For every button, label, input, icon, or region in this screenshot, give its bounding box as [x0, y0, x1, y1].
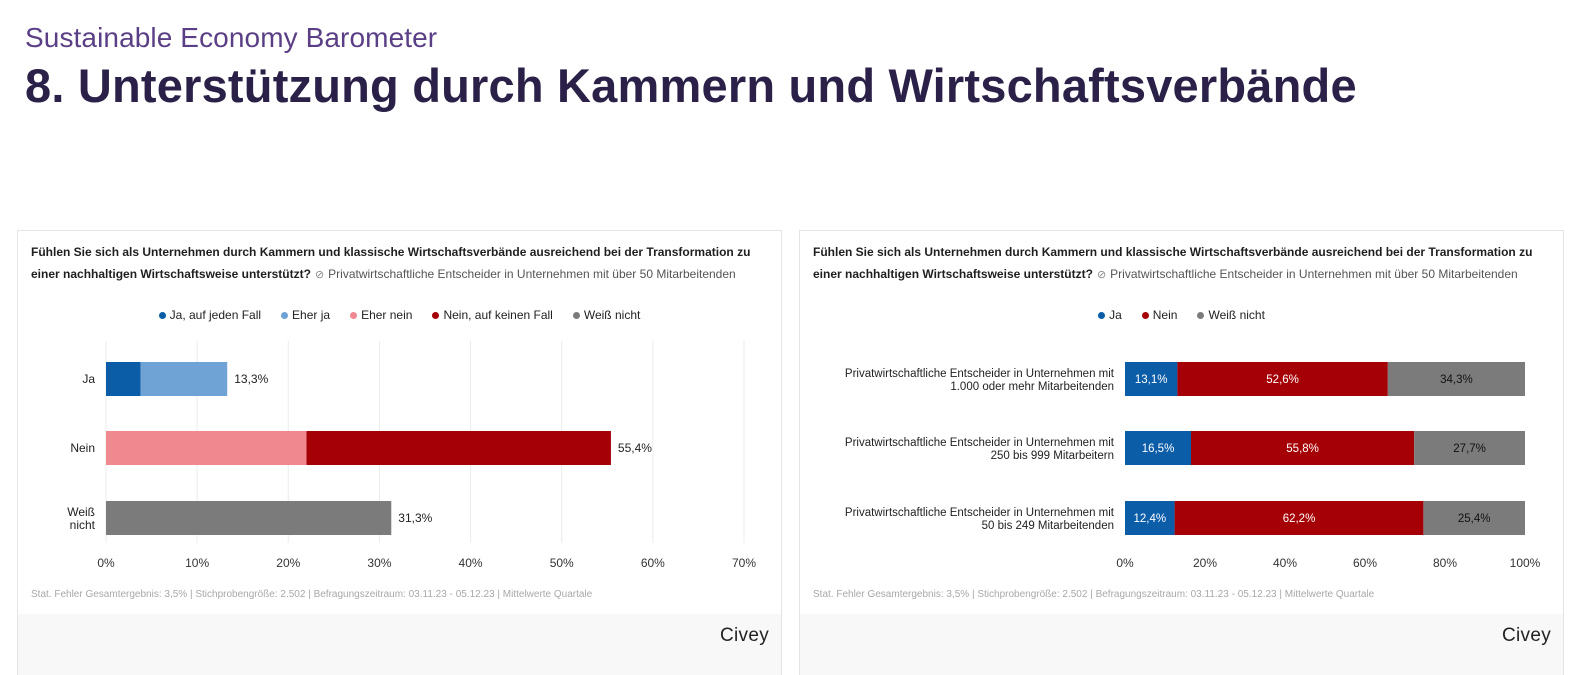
legend-item-wei-nicht[interactable]: Weiß nicht [572, 308, 641, 322]
x-tick-label: 0% [1116, 556, 1134, 570]
x-tick-label: 60% [641, 556, 665, 570]
x-tick-label: 40% [1273, 556, 1297, 570]
question-label: Fühlen Sie sich als Unternehmen durch Ka… [813, 245, 1533, 281]
bar-segment-wei-nicht[interactable] [106, 501, 392, 535]
category-label: Privatwirtschaftliche Entscheider in Unt… [845, 507, 1115, 532]
legend-item-nein-auf-keinen-fall[interactable]: Nein, auf keinen Fall [432, 308, 553, 322]
bar-total-label: 31,3% [398, 511, 432, 525]
legend-swatch [158, 311, 166, 319]
bar-segment-ja[interactable] [1125, 362, 1178, 396]
category-label: Nein [70, 441, 95, 455]
bar-segment-ja[interactable] [1125, 501, 1175, 535]
legend-swatch [281, 311, 289, 319]
legend-item-wei-nicht[interactable]: Weiß nicht [1197, 308, 1265, 322]
legend-label: Weiß nicht [1208, 308, 1265, 322]
bar-value-label: 16,5% [1142, 443, 1175, 455]
legend-label: Eher ja [292, 308, 331, 322]
question-text: Fühlen Sie sich als Unternehmen durch Ka… [813, 241, 1553, 286]
x-tick-label: 40% [459, 556, 483, 570]
category-label: Ja [82, 372, 95, 386]
bar-segment-wei-nicht[interactable] [1423, 501, 1525, 535]
bar-value-label: 34,3% [1440, 374, 1473, 386]
legend-label: Eher nein [361, 308, 413, 322]
bar-value-label: 52,6% [1266, 374, 1299, 386]
chart-legend: Ja Nein Weiß nicht [800, 308, 1563, 322]
legend-swatch [1098, 311, 1106, 319]
legend-swatch [432, 311, 440, 319]
bar-segment-ja[interactable] [1125, 431, 1191, 465]
question-label: Fühlen Sie sich als Unternehmen durch Ka… [31, 245, 751, 281]
bar-segment-wei-nicht[interactable] [1414, 431, 1525, 465]
brand-logo[interactable]: Civey [1501, 625, 1551, 646]
page-subtitle: Sustainable Economy Barometer [25, 22, 438, 53]
chart-legend: Ja, auf jeden Fall Eher ja Eher nein Nein, … [18, 308, 781, 322]
x-tick-label: 20% [276, 556, 300, 570]
bar-value-label: 62,2% [1283, 513, 1316, 525]
card-footer-band [800, 614, 1563, 675]
legend-label: Weiß nicht [583, 308, 641, 322]
legend-item-ja[interactable]: Ja [1098, 308, 1122, 322]
chart-footer-stats: Stat. Fehler Gesamtergebnis: 3,5% | Stic… [813, 589, 1375, 600]
bar-segment-nein[interactable] [1174, 501, 1424, 535]
x-tick-label: 20% [1193, 556, 1217, 570]
bar-segment-nein[interactable] [1191, 431, 1415, 465]
brand-logo[interactable]: Civey [719, 625, 769, 646]
category-label: Weiß nicht [67, 505, 95, 532]
target-group-icon: ⊘ [1096, 269, 1107, 281]
bar-segment-nein[interactable] [1177, 362, 1388, 396]
chart-card-by-company-size: Fühlen Sie sich als Unternehmen durch Ka… [799, 230, 1564, 675]
legend-label: Ja, auf jeden Fall [169, 308, 262, 322]
bar-segment-eher-ja[interactable] [140, 362, 228, 396]
x-tick-label: 0% [97, 556, 115, 570]
x-tick-label: 60% [1353, 556, 1377, 570]
x-tick-label: 30% [367, 556, 391, 570]
legend-item-eher-ja[interactable]: Eher ja [281, 308, 330, 322]
bar-value-label: 13,1% [1135, 374, 1168, 386]
legend-swatch [572, 311, 580, 319]
bar-segment-nein-auf-keinen-fall[interactable] [306, 431, 611, 465]
category-label: Privatwirtschaftliche Entscheider in Unt… [845, 437, 1115, 462]
bar-total-label: 13,3% [234, 372, 268, 386]
bar-value-label: 12,4% [1133, 513, 1166, 525]
chart-footer-stats: Stat. Fehler Gesamtergebnis: 3,5% | Stic… [31, 589, 593, 600]
x-tick-label: 80% [1433, 556, 1457, 570]
bar-segment-ja-auf-jeden-fall[interactable] [106, 362, 141, 396]
x-tick-label: 70% [732, 556, 756, 570]
legend-label: Ja [1109, 308, 1122, 322]
x-tick-label: 100% [1510, 556, 1541, 570]
legend-swatch [1197, 311, 1205, 319]
legend-label: Nein, auf keinen Fall [443, 308, 553, 322]
bar-value-label: 27,7% [1453, 443, 1486, 455]
legend-label: Nein [1152, 308, 1178, 322]
legend-swatch [1141, 311, 1149, 319]
bar-segment-wei-nicht[interactable] [1387, 362, 1525, 396]
legend-item-eher-nein[interactable]: Eher nein [350, 308, 412, 322]
target-group-label: Privatwirtschaftliche Entscheider in Unt… [1110, 267, 1518, 281]
bar-total-label: 55,4% [618, 441, 652, 455]
page-title: 8. Unterstützung durch Kammern und Wirts… [25, 59, 1357, 112]
legend-swatch [350, 311, 358, 319]
question-text: Fühlen Sie sich als Unternehmen durch Ka… [31, 241, 771, 286]
target-group-icon: ⊘ [314, 269, 325, 281]
bar-value-label: 25,4% [1458, 513, 1491, 525]
legend-item-ja-auf-jeden-fall[interactable]: Ja, auf jeden Fall [158, 308, 262, 322]
category-label: Privatwirtschaftliche Entscheider in Unt… [845, 368, 1115, 393]
legend-item-nein[interactable]: Nein [1141, 308, 1178, 322]
chart-overall: 0% 10% 20% 30% 40% 50% 60% 70% Ja 13,3% Nein 55,4% W… [67, 341, 756, 570]
x-tick-label: 10% [185, 556, 209, 570]
x-tick-label: 50% [550, 556, 574, 570]
card-footer-band [18, 614, 781, 675]
bar-value-label: 55,8% [1286, 443, 1319, 455]
chart-card-overall: Fühlen Sie sich als Unternehmen durch Ka… [17, 230, 782, 675]
chart-by-company-size: 0% 20% 40% 60% 80% 100% Privatwirtschaftliche … [845, 362, 1541, 570]
target-group-label: Privatwirtschaftliche Entscheider in Unt… [328, 267, 736, 281]
bar-segment-eher-nein[interactable] [106, 431, 307, 465]
